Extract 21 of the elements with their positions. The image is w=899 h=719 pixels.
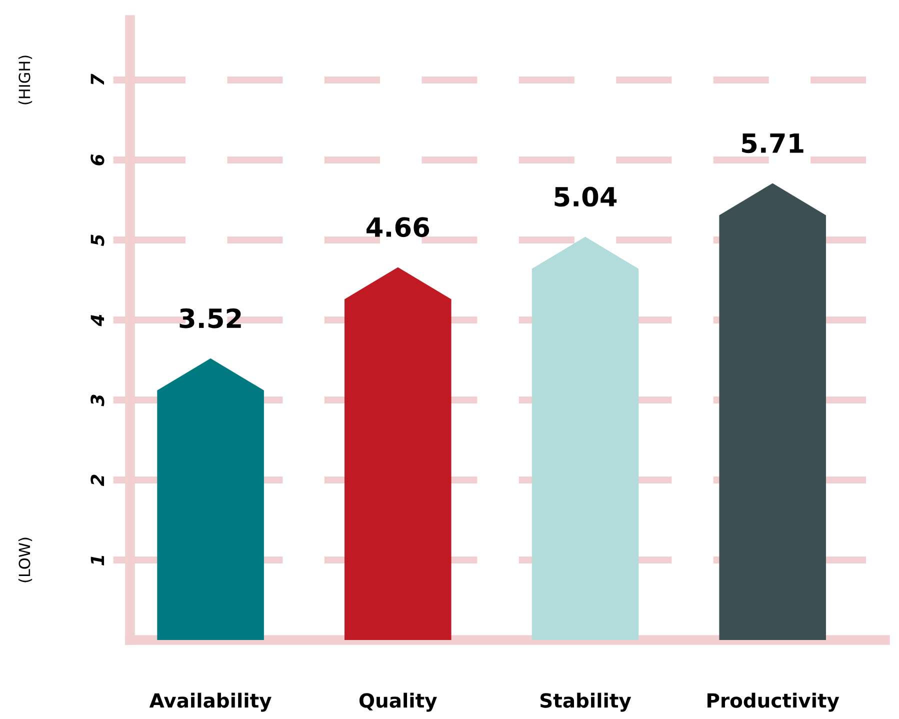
bar bbox=[719, 183, 826, 640]
x-tick-label: Quality bbox=[359, 692, 437, 712]
y-tick-label: 2 bbox=[90, 474, 104, 486]
bar bbox=[344, 267, 452, 640]
text: (HIGH) bbox=[18, 56, 32, 104]
data-label: 3.52 bbox=[180, 308, 241, 328]
x-tick-label: Stability bbox=[540, 692, 632, 712]
data-label: 4.66 bbox=[366, 217, 430, 238]
x-tick-label: Productivity bbox=[708, 692, 840, 712]
y-tick-label: 5 bbox=[90, 234, 104, 246]
y-tick-label: 4 bbox=[90, 314, 104, 326]
data-label: 5.04 bbox=[554, 186, 617, 207]
y-tick-label: 6 bbox=[90, 154, 104, 166]
y-tick-label: 1 bbox=[90, 556, 104, 566]
data-label: 5.71 bbox=[742, 133, 804, 154]
bar bbox=[157, 358, 264, 640]
y-tick-label: 3 bbox=[90, 394, 104, 406]
y-tick-label: 7 bbox=[90, 74, 104, 85]
text: (LOW) bbox=[18, 538, 32, 582]
x-tick-label: Availability bbox=[149, 692, 272, 712]
bar bbox=[532, 236, 639, 640]
